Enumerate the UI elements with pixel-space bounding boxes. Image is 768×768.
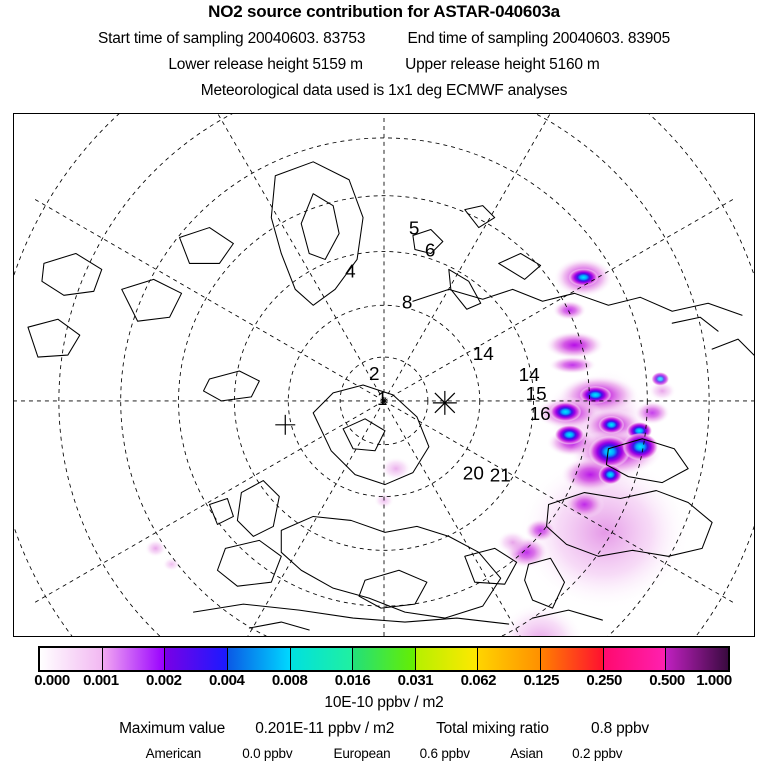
asian-label: Asian <box>510 746 543 761</box>
lower-release-height-label: Lower release height 5159 m <box>168 56 363 73</box>
map-panel: 5 6 8 2 1 14 14 15 16 20 21 4 <box>13 113 755 637</box>
sampling-time-line: Start time of sampling 20040603. 83753 E… <box>0 30 768 48</box>
colorbar-tick-2: 0.002 <box>146 672 182 689</box>
colorbar[interactable] <box>38 646 730 672</box>
colorbar-tick-8: 0.125 <box>523 672 560 689</box>
colorbar-tick-10: 0.500 <box>649 672 685 689</box>
meteorological-data-label: Meteorological data used is 1x1 deg ECMW… <box>200 82 568 99</box>
colorbar-segment-5 <box>353 648 416 670</box>
colorbar-segment-3 <box>227 648 291 670</box>
coastlines <box>27 161 754 631</box>
footer-contributions-line: American 0.0 ppbv European 0.6 ppbv Asia… <box>0 746 768 761</box>
colorbar-units-label: 10E-10 ppbv / m2 <box>324 694 444 711</box>
colorbar-segment-9 <box>603 648 667 670</box>
colorbar-tick-1: 0.001 <box>83 672 119 689</box>
trajectory-label-8: 16 <box>530 404 551 425</box>
trajectory-label-3: 2 <box>369 364 380 385</box>
trajectory-label-11: 4 <box>345 261 356 282</box>
meridian-lines <box>14 114 754 636</box>
colorbar-tick-9: 0.250 <box>586 672 622 689</box>
start-time-label: Start time of sampling 20040603. 83753 <box>97 30 366 47</box>
colorbar-tick-7: 0.062 <box>460 672 497 689</box>
maximum-value: 0.201E-11 ppbv / m2 <box>255 720 395 737</box>
american-value: 0.0 ppbv <box>242 746 293 761</box>
trajectory-label-10: 21 <box>490 466 511 487</box>
colorbar-segment-7 <box>478 648 542 670</box>
trajectory-label-4: 1 <box>377 389 388 410</box>
colorbar-segment-6 <box>415 648 479 670</box>
colorbar-tick-labels: 0.000 0.001 0.002 0.004 0.008 0.016 0.031 0.062… <box>0 672 768 692</box>
colorbar-tick-5: 0.016 <box>334 672 371 689</box>
footer-summary-line: Maximum value 0.201E-11 ppbv / m2 Total … <box>0 720 768 738</box>
total-mixing-ratio-label: Total mixing ratio <box>436 720 549 737</box>
maximum-value-label: Maximum value <box>119 720 226 737</box>
colorbar-tick-0: 0.000 <box>34 672 70 689</box>
asian-value: 0.2 ppbv <box>572 746 623 761</box>
trajectory-label-5: 14 <box>473 344 494 365</box>
colorbar-segment-10 <box>666 648 729 670</box>
release-height-line: Lower release height 5159 m Upper releas… <box>0 56 768 74</box>
european-value: 0.6 ppbv <box>419 746 470 761</box>
upper-release-height-label: Upper release height 5160 m <box>405 56 600 73</box>
colorbar-segment-8 <box>541 648 604 670</box>
colorbar-segment-2 <box>165 648 228 670</box>
colorbar-segment-4 <box>290 648 354 670</box>
european-label: European <box>333 746 391 761</box>
colorbar-tick-4: 0.008 <box>271 672 308 689</box>
release-site-markers <box>275 390 457 435</box>
trajectory-label-6: 14 <box>519 365 540 386</box>
trajectory-label-1: 6 <box>425 240 436 261</box>
colorbar-segment-0 <box>40 648 103 670</box>
american-label: American <box>145 746 202 761</box>
colorbar-container <box>38 646 730 672</box>
colorbar-segment-1 <box>102 648 166 670</box>
colorbar-tick-3: 0.004 <box>208 672 245 689</box>
colorbar-tick-11: 1.000 <box>696 672 732 689</box>
trajectory-label-7: 15 <box>526 384 547 405</box>
colorbar-tick-6: 0.031 <box>397 672 434 689</box>
end-time-label: End time of sampling 20040603. 83905 <box>407 30 671 47</box>
figure-title: NO2 source contribution for ASTAR-040603… <box>208 2 560 21</box>
trajectory-label-9: 20 <box>463 464 484 485</box>
trajectory-label-0: 5 <box>409 219 420 240</box>
total-mixing-ratio-value: 0.8 ppbv <box>591 720 649 737</box>
trajectory-label-2: 8 <box>402 292 413 313</box>
